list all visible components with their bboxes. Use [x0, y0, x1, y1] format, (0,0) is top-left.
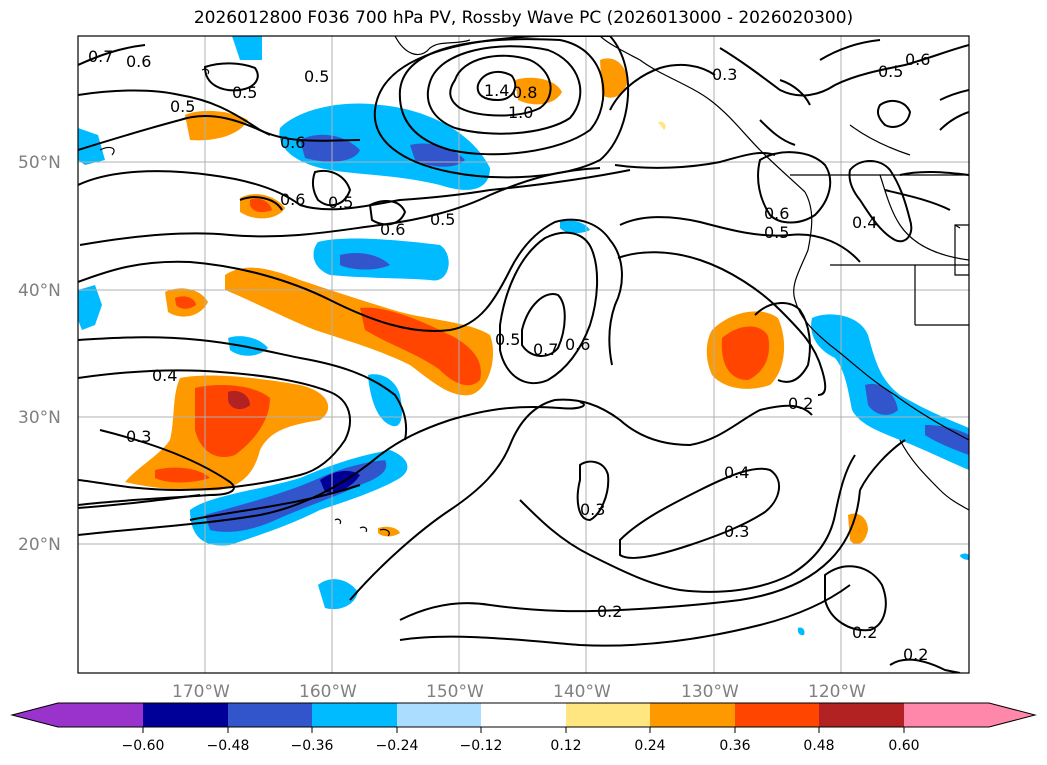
- contour-label: 0.5: [878, 62, 903, 81]
- contour-label: 0.6: [126, 52, 151, 71]
- lat-label: 30°N: [18, 408, 61, 428]
- contour-label: 0.6: [280, 190, 305, 209]
- contour-label: 0.3: [126, 427, 151, 446]
- contour-label: 0.5: [430, 210, 455, 229]
- colorbar-tick: 0.24: [634, 738, 665, 754]
- contour-label: 0.4: [852, 213, 877, 232]
- colorbar-segment: [481, 703, 566, 727]
- colorbar-tick: 0.36: [719, 738, 750, 754]
- map-title: 2026012800 F036 700 hPa PV, Rossby Wave …: [193, 8, 854, 28]
- contour-label: 0.4: [152, 366, 177, 385]
- coastlines: [99, 36, 969, 537]
- contour-label: 0.3: [724, 522, 749, 541]
- contour-label: 0.4: [724, 463, 749, 482]
- colorbar-segment: [12, 703, 143, 727]
- colorbar-tick: −0.12: [460, 738, 503, 754]
- contour-label: 0.6: [280, 133, 305, 152]
- map-area: [78, 36, 969, 673]
- positive-anomaly-shading: [125, 58, 868, 545]
- colorbar-segment: [312, 703, 397, 727]
- latitude-labels: 50°N 40°N 30°N 20°N: [18, 153, 61, 555]
- contour-label: 1.0: [508, 103, 533, 122]
- pv-contours: [78, 36, 969, 673]
- contour-label: 0.5: [764, 223, 789, 242]
- contour-label: 0.7: [88, 47, 113, 66]
- lat-label: 20°N: [18, 535, 61, 555]
- contour-label: 0.6: [764, 204, 789, 223]
- contour-label: 0.2: [788, 394, 813, 413]
- colorbar-segment: [397, 703, 481, 727]
- contour-label: 0.5: [304, 67, 329, 86]
- colorbar-segment: [904, 703, 1035, 727]
- contour-label: 0.2: [597, 602, 622, 621]
- contour-label: 0.8: [512, 83, 537, 102]
- longitude-labels: 170°W 160°W 150°W 140°W 130°W 120°W: [172, 682, 866, 702]
- lat-label: 40°N: [18, 281, 61, 301]
- lat-label: 50°N: [18, 153, 61, 173]
- contour-label: 0.5: [232, 83, 257, 102]
- colorbar-tick: −0.48: [207, 738, 250, 754]
- colorbar-segment: [566, 703, 650, 727]
- colorbar-tick: −0.24: [376, 738, 419, 754]
- colorbar-segment: [228, 703, 312, 727]
- contour-label: 0.6: [905, 50, 930, 69]
- colorbar-tick: 0.60: [888, 738, 919, 754]
- colorbar-segment: [819, 703, 904, 727]
- colorbar: −0.60 −0.48 −0.36 −0.24 −0.12 0.12 0.24 …: [10, 702, 1037, 754]
- contour-label: 0.3: [712, 65, 737, 84]
- lon-label: 150°W: [426, 682, 484, 702]
- contour-label: 0.3: [580, 500, 605, 519]
- colorbar-segment: [143, 703, 228, 727]
- lon-label: 160°W: [299, 682, 357, 702]
- lon-label: 120°W: [808, 682, 866, 702]
- contour-label: 0.6: [565, 335, 590, 354]
- colorbar-segment: [735, 703, 819, 727]
- contour-label: 0.5: [495, 330, 520, 349]
- lon-label: 140°W: [553, 682, 611, 702]
- graticule: [78, 36, 969, 673]
- contour-label: 0.7: [533, 340, 558, 359]
- contour-label: 0.2: [852, 623, 877, 642]
- contour-labels: 0.7 0.6 0.5 0.5 0.5 1.4 1.0 0.8 0.3 0.5 …: [88, 47, 930, 664]
- contour-label: 0.6: [380, 220, 405, 239]
- lon-label: 130°W: [681, 682, 739, 702]
- colorbar-segment: [650, 703, 735, 727]
- contour-label: 0.5: [170, 97, 195, 116]
- contour-label: 0.2: [903, 645, 928, 664]
- contour-label: 1.4: [484, 81, 509, 100]
- colorbar-tick: 0.12: [550, 738, 581, 754]
- map-frame: [77, 35, 970, 674]
- colorbar-tick: 0.48: [803, 738, 834, 754]
- lon-label: 170°W: [172, 682, 230, 702]
- colorbar-tick: −0.36: [291, 738, 334, 754]
- colorbar-tick: −0.60: [122, 738, 165, 754]
- contour-label: 0.5: [328, 193, 353, 212]
